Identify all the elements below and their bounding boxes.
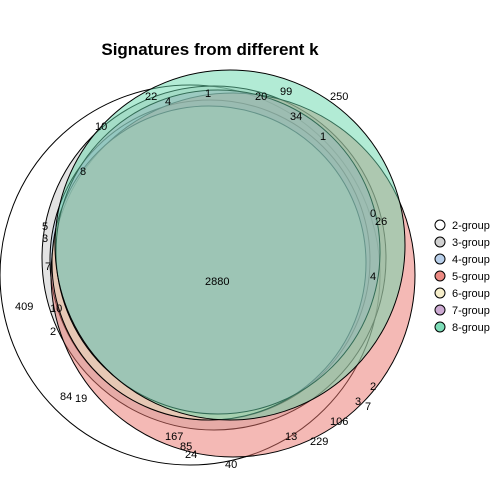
legend-swatch [435,254,445,264]
legend-swatch [435,305,445,315]
region-label: 1 [320,131,326,143]
region-label: 84 [60,391,72,403]
region-label: 5 [42,221,48,233]
region-label: 229 [310,436,328,448]
legend-label: 3-group [452,237,490,249]
legend-label: 6-group [452,288,490,300]
region-label: 10 [50,303,62,315]
region-label: 2 [370,381,376,393]
region-label: 409 [15,301,33,313]
legend-swatch [435,288,445,298]
region-label: 1 [205,88,211,100]
legend-label: 2-group [452,220,490,232]
region-label: 250 [330,91,348,103]
chart-title: Signatures from different k [101,40,319,59]
legend-swatch [435,237,445,247]
legend-label: 7-group [452,305,490,317]
region-label: 2 [50,326,56,338]
legend-swatch [435,220,445,230]
region-label: 20 [255,91,267,103]
legend-swatch [435,271,445,281]
region-label: 34 [290,111,302,123]
region-label: 40 [225,459,237,471]
region-label: 7 [365,401,371,413]
region-label: 13 [285,431,297,443]
region-label: 4 [165,96,171,108]
region-label: 7 [45,261,51,273]
region-label: 2880 [205,276,229,288]
legend-swatch [435,322,445,332]
region-label: 26 [375,216,387,228]
region-label: 10 [95,121,107,133]
legend-label: 4-group [452,254,490,266]
venn-circle-8-group [55,70,405,420]
region-label: 24 [185,449,197,461]
region-label: 4 [370,271,376,283]
legend-label: 5-group [452,271,490,283]
region-label: 0 [370,208,376,220]
region-label: 3 [355,396,361,408]
region-label: 3 [42,233,48,245]
venn-chart: Signatures from different k2880409250229… [0,0,504,504]
region-label: 22 [145,91,157,103]
region-label: 8 [80,166,86,178]
legend-label: 8-group [452,322,490,334]
region-label: 106 [330,416,348,428]
region-label: 99 [280,86,292,98]
region-label: 19 [75,393,87,405]
